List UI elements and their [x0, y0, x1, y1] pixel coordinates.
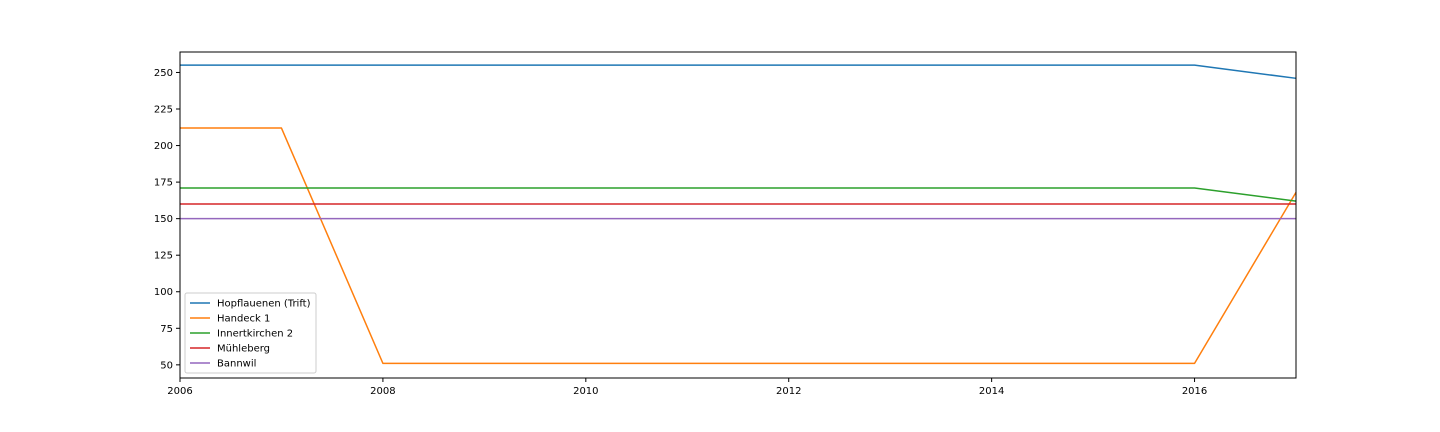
legend: Hopflauenen (Trift) Handeck 1 Innertkirche… — [184, 292, 317, 374]
legend-label: Hopflauenen (Trift) — [217, 299, 311, 310]
x-tick-label: 2014 — [979, 386, 1004, 397]
series-line-1 — [180, 127, 1297, 365]
legend-box — [184, 292, 317, 374]
y-axis: 50 75 100 125 150 175 200 225 250 — [154, 68, 180, 371]
x-tick-label: 2012 — [776, 386, 801, 397]
legend-label: Handeck 1 — [217, 314, 270, 325]
plot-frame — [179, 51, 1297, 379]
legend-label: Innertkirchen 2 — [217, 329, 293, 340]
series-lines — [180, 64, 1297, 365]
legend-label: Mühleberg — [217, 344, 270, 355]
x-tick-label: 2010 — [573, 386, 598, 397]
y-tick-label: 200 — [154, 141, 173, 152]
y-tick-label: 50 — [160, 360, 173, 371]
y-tick-label: 175 — [154, 178, 173, 189]
y-tick-label: 225 — [154, 105, 173, 116]
x-tick-label: 2008 — [370, 386, 395, 397]
series-line-0 — [180, 64, 1297, 80]
series-line-2 — [180, 187, 1297, 202]
x-tick-label: 2016 — [1182, 386, 1207, 397]
y-tick-label: 100 — [154, 287, 173, 298]
legend-label: Bannwil — [217, 359, 256, 370]
x-axis: 2006 2008 2010 2012 2014 2016 — [167, 378, 1207, 397]
y-tick-label: 150 — [154, 214, 173, 225]
y-tick-label: 125 — [154, 251, 173, 262]
y-tick-label: 250 — [154, 68, 173, 79]
y-tick-label: 75 — [160, 324, 173, 335]
x-tick-label: 2006 — [167, 386, 192, 397]
